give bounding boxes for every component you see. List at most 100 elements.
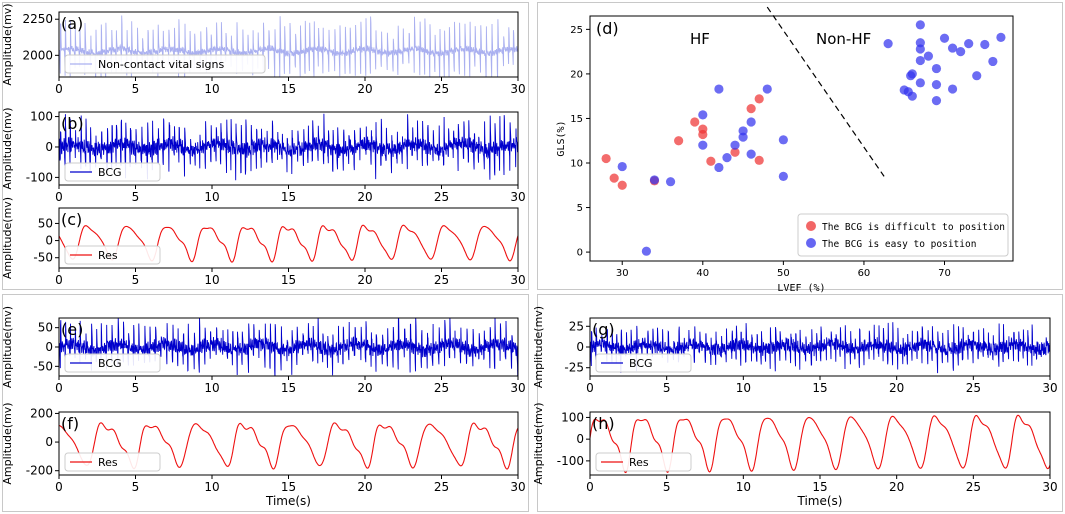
- series-line-g: [590, 322, 1050, 374]
- x-tick-label: 0: [55, 381, 63, 395]
- y-tick-label: 0: [577, 248, 583, 259]
- legend-box: [64, 245, 161, 265]
- y-tick-label: -50: [33, 251, 53, 265]
- x-tick-label: 0: [55, 82, 63, 96]
- x-tick-label: 5: [663, 480, 671, 494]
- x-tick-label: 10: [204, 82, 219, 96]
- series-line-a: [59, 15, 518, 77]
- chart-a: 0 5 10 15 20 25 30 2000 2250 Amplitude(mv) (a) Non-…: [1, 3, 526, 96]
- panel-label: (a): [61, 14, 83, 33]
- x-axis-label: LVEF (%): [777, 283, 825, 294]
- x-tick-label: 70: [938, 268, 951, 279]
- region-label-nonhf: Non-HF: [816, 30, 871, 48]
- y-tick-label: 100: [561, 410, 584, 424]
- scatter-point-difficult: [601, 153, 611, 164]
- scatter-point-easy: [939, 33, 950, 43]
- legend-box: [64, 162, 161, 182]
- scatter-point-easy: [698, 110, 708, 120]
- x-axis-label: Time(s): [265, 494, 311, 508]
- legend-label: Res: [629, 456, 649, 469]
- y-tick-label: 10: [570, 159, 583, 170]
- x-tick-label: 25: [434, 82, 449, 96]
- x-tick-label: 5: [132, 480, 140, 494]
- y-tick-label: -200: [26, 464, 53, 478]
- scatter-point-easy: [931, 63, 942, 74]
- x-tick-label: 5: [132, 381, 140, 395]
- x-tick-label: 10: [204, 273, 219, 287]
- x-tick-label: 0: [55, 190, 63, 204]
- panel-label: (e): [61, 320, 83, 339]
- y-tick-label: 20: [570, 69, 583, 80]
- scatter-point-easy: [915, 44, 925, 54]
- scatter-point-easy: [956, 47, 966, 57]
- y-axis-label: Amplitude(mv): [1, 197, 14, 279]
- x-tick-label: 25: [434, 190, 449, 204]
- legend-label: Res: [98, 456, 118, 469]
- scatter-point-difficult: [609, 173, 619, 183]
- y-tick-label: 0: [45, 140, 53, 154]
- legend-label: The BCG is difficult to position: [822, 222, 1005, 233]
- scatter-point-easy: [722, 153, 732, 163]
- y-axis-label: Amplitude(mv): [1, 107, 14, 189]
- legend-box: [64, 54, 266, 74]
- x-tick-label: 20: [357, 480, 372, 494]
- scatter-point-difficult: [690, 117, 700, 127]
- legend-label: BCG: [629, 357, 653, 370]
- scatter-point-easy: [617, 161, 627, 172]
- x-axis-label: Time(s): [797, 494, 843, 508]
- y-axis-label: GLS(%): [556, 120, 567, 156]
- scatter-point-easy: [915, 20, 925, 30]
- y-tick-label: 0: [576, 340, 584, 354]
- legend-marker: [806, 238, 816, 248]
- region-label-hf: HF: [690, 30, 710, 48]
- legend-label: Res: [98, 249, 118, 262]
- scatter-point-difficult: [617, 180, 627, 190]
- y-tick-label: 25: [570, 25, 583, 36]
- scatter-point-easy: [714, 162, 724, 173]
- x-tick-label: 20: [889, 480, 904, 494]
- scatter-point-easy: [778, 171, 788, 181]
- y-tick-label: 100: [30, 110, 53, 124]
- x-tick-label: 15: [281, 273, 296, 287]
- x-tick-label: 20: [357, 273, 372, 287]
- legend-marker: [806, 221, 816, 231]
- legend-box: [595, 452, 692, 472]
- scatter-point-easy: [947, 84, 958, 94]
- scatter-point-easy: [931, 96, 942, 106]
- scatter-point-easy: [641, 246, 652, 256]
- x-tick-label: 5: [132, 190, 140, 204]
- x-tick-label: 30: [510, 273, 525, 287]
- scatter-point-difficult: [754, 94, 764, 104]
- scatter-point-easy: [738, 132, 748, 142]
- y-tick-label: -50: [33, 359, 53, 373]
- x-tick-label: 25: [434, 480, 449, 494]
- x-tick-label: 0: [55, 273, 63, 287]
- y-tick-label: 2000: [22, 48, 53, 62]
- scatter-point-easy: [665, 177, 676, 187]
- scatter-point-easy: [915, 55, 925, 66]
- y-tick-label: -100: [26, 170, 53, 184]
- scatter-point-easy: [923, 51, 934, 61]
- scatter-point-difficult: [754, 155, 764, 165]
- legend-label: The BCG is easy to position: [822, 239, 976, 250]
- y-tick-label: 5: [577, 203, 583, 214]
- x-tick-label: 40: [696, 268, 709, 279]
- y-tick-label: 200: [30, 406, 53, 420]
- series-line-b: [59, 113, 518, 181]
- scatter-point-easy: [883, 39, 893, 49]
- panel-label: (g): [592, 320, 615, 339]
- x-tick-label: 50: [777, 268, 790, 279]
- scatter-point-easy: [649, 175, 660, 185]
- scatter-point-easy: [988, 56, 998, 67]
- x-tick-label: 15: [812, 480, 827, 494]
- scatter-point-easy: [746, 149, 756, 159]
- x-tick-label: 30: [510, 480, 525, 494]
- scatter-point-difficult: [674, 136, 684, 146]
- scatter-point-easy: [903, 87, 913, 97]
- series-line-h: [590, 414, 1050, 474]
- series-line-c: [59, 224, 518, 263]
- series-line-e: [59, 318, 518, 376]
- chart-h: 0 5 10 15 20 25 30-1000100Amplitude(mv)Time(s)…: [532, 402, 1058, 508]
- x-tick-label: 0: [586, 480, 594, 494]
